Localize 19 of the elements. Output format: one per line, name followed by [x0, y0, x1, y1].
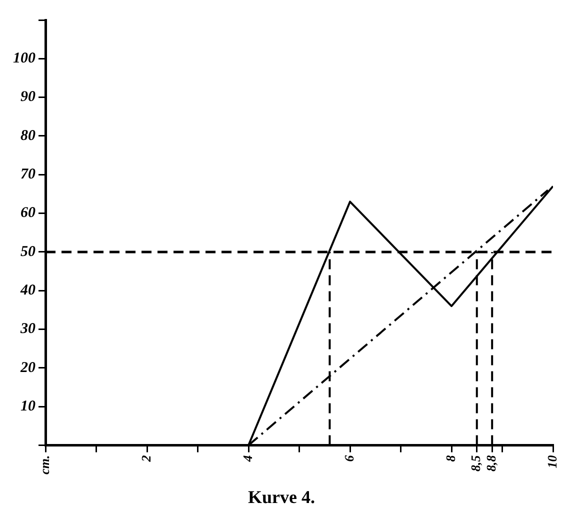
y-tick-label: 40 — [20, 282, 36, 298]
x-tick-label: 8,5 — [468, 454, 484, 472]
y-tick-label: 30 — [20, 321, 36, 338]
x-tick-label: 10 — [544, 454, 560, 468]
y-tick-label: 90 — [20, 89, 36, 106]
x-tick-label: 8,8 — [483, 454, 498, 472]
x-tick-label: 8 — [442, 454, 458, 462]
y-tick-label: 100 — [13, 50, 36, 67]
y-tick-label: 80 — [20, 128, 36, 144]
text: Kurve 4. — [248, 486, 315, 507]
y-tick-label: 60 — [20, 205, 36, 222]
x-tick-label: cm. — [36, 455, 52, 474]
x-tick-label: 4 — [240, 454, 255, 463]
y-tick-label: 70 — [20, 166, 36, 183]
x-tick-label: 6 — [341, 454, 356, 462]
y-tick-label: 50 — [20, 244, 36, 260]
y-tick-label: 10 — [20, 398, 36, 414]
x-tick-label: 2 — [138, 454, 154, 463]
y-tick-label: 20 — [20, 360, 36, 376]
